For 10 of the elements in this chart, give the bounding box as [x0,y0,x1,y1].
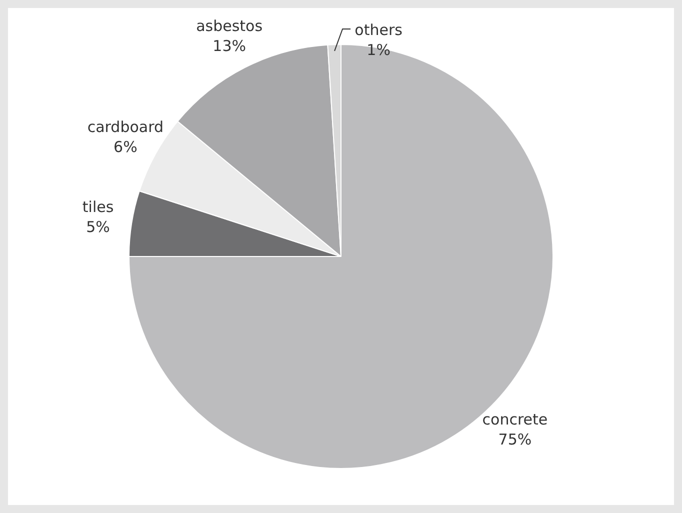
data-label: 75% [498,430,532,448]
slice-label: tiles [82,198,114,216]
data-label: 5% [86,218,110,236]
slice-label: asbestos [196,17,263,36]
slice-label: concrete [482,410,548,428]
slice-label: cardboard [87,118,164,136]
slice-label: others [354,20,403,39]
data-label: 1% [366,40,390,59]
data-label: 6% [114,138,138,156]
data-label: 13% [212,37,246,56]
